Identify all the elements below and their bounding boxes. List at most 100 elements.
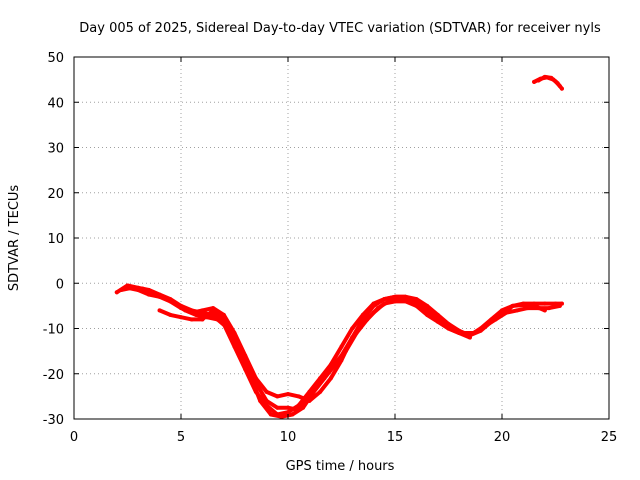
data-point (467, 335, 472, 340)
data-point (435, 312, 440, 317)
data-point (168, 312, 173, 317)
data-point (500, 308, 504, 313)
data-point (275, 394, 280, 399)
data-point (514, 308, 519, 313)
data-point (157, 294, 162, 299)
data-point (393, 294, 397, 299)
data-point (542, 308, 547, 313)
data-point (290, 412, 295, 417)
data-point (243, 358, 248, 363)
data-point (414, 303, 419, 308)
data-point (168, 299, 173, 304)
data-point (500, 312, 504, 317)
data-point (328, 376, 333, 381)
y-tick-label: -30 (43, 413, 64, 428)
data-point (553, 79, 558, 84)
data-point (446, 321, 451, 326)
data-point (307, 394, 312, 399)
data-point (136, 288, 141, 293)
data-point (557, 83, 562, 88)
data-point (478, 328, 483, 333)
data-point (279, 414, 284, 419)
data-point (457, 331, 462, 336)
x-tick-label: 25 (601, 430, 618, 445)
data-point (542, 301, 547, 306)
data-point (146, 292, 151, 297)
data-point (258, 398, 263, 403)
data-point (328, 367, 333, 372)
x-tick-label: 10 (280, 430, 297, 445)
y-tick-label: 20 (47, 187, 64, 202)
data-point (403, 299, 408, 304)
data-point (211, 308, 216, 313)
x-tick-label: 5 (177, 430, 185, 445)
data-point (189, 317, 194, 322)
data-point (559, 86, 564, 91)
data-point (179, 306, 183, 311)
data-point (296, 407, 301, 412)
data-point (275, 405, 280, 410)
data-point (435, 319, 440, 324)
y-tick-label: 10 (47, 232, 64, 247)
data-point (179, 315, 183, 320)
data-point (221, 312, 226, 317)
data-point (157, 308, 162, 313)
data-point (268, 412, 273, 417)
data-point (382, 301, 387, 306)
data-point (360, 321, 365, 326)
data-point (542, 74, 547, 79)
data-point (371, 310, 376, 315)
y-tick-label: -20 (43, 368, 64, 383)
data-point (286, 392, 290, 397)
y-tick-label: 50 (47, 51, 64, 66)
data-point (253, 380, 258, 385)
data-point (532, 79, 537, 84)
data-point (232, 335, 237, 340)
data-point (119, 288, 124, 293)
series-layer (114, 74, 564, 419)
data-point (286, 405, 290, 410)
data-point (536, 78, 541, 83)
data-point (264, 398, 269, 403)
data-point (318, 389, 323, 394)
data-point (393, 299, 397, 304)
data-point (339, 353, 344, 358)
x-tick-label: 0 (70, 430, 78, 445)
data-point (318, 380, 323, 385)
series-line-track-3 (125, 285, 547, 403)
data-point (200, 308, 205, 313)
data-point (200, 317, 205, 322)
tick-layer: 0 5 10 15 20 25 -30 -20 -10 0 10 20 30 40 50 (43, 51, 618, 445)
data-point (264, 389, 269, 394)
data-point (414, 297, 419, 302)
data-point (446, 326, 451, 331)
y-tick-label: 30 (47, 142, 64, 157)
data-point (557, 303, 562, 308)
data-point (189, 310, 194, 315)
data-point (425, 303, 430, 308)
data-point (547, 306, 552, 311)
data-point (211, 312, 216, 317)
x-axis-label: GPS time / hours (286, 459, 395, 474)
y-tick-label: 0 (56, 277, 64, 292)
data-point (114, 290, 119, 295)
chart-title: Day 005 of 2025, Sidereal Day-to-day VTE… (79, 21, 601, 36)
series-line-track-4 (157, 299, 472, 412)
data-point (350, 335, 355, 340)
data-point (521, 302, 526, 307)
data-point (339, 344, 344, 349)
data-point (125, 285, 130, 290)
data-point (532, 303, 537, 308)
data-point (371, 303, 376, 308)
data-point (489, 319, 494, 324)
data-point (215, 317, 220, 322)
x-tick-label: 20 (494, 430, 511, 445)
y-tick-label: 40 (47, 96, 64, 111)
y-tick-label: -10 (43, 323, 64, 338)
data-point (549, 75, 554, 80)
data-point (221, 317, 226, 322)
y-axis-label: SDTVAR / TECUs (7, 185, 22, 292)
data-point (510, 303, 515, 308)
x-tick-label: 15 (387, 430, 404, 445)
